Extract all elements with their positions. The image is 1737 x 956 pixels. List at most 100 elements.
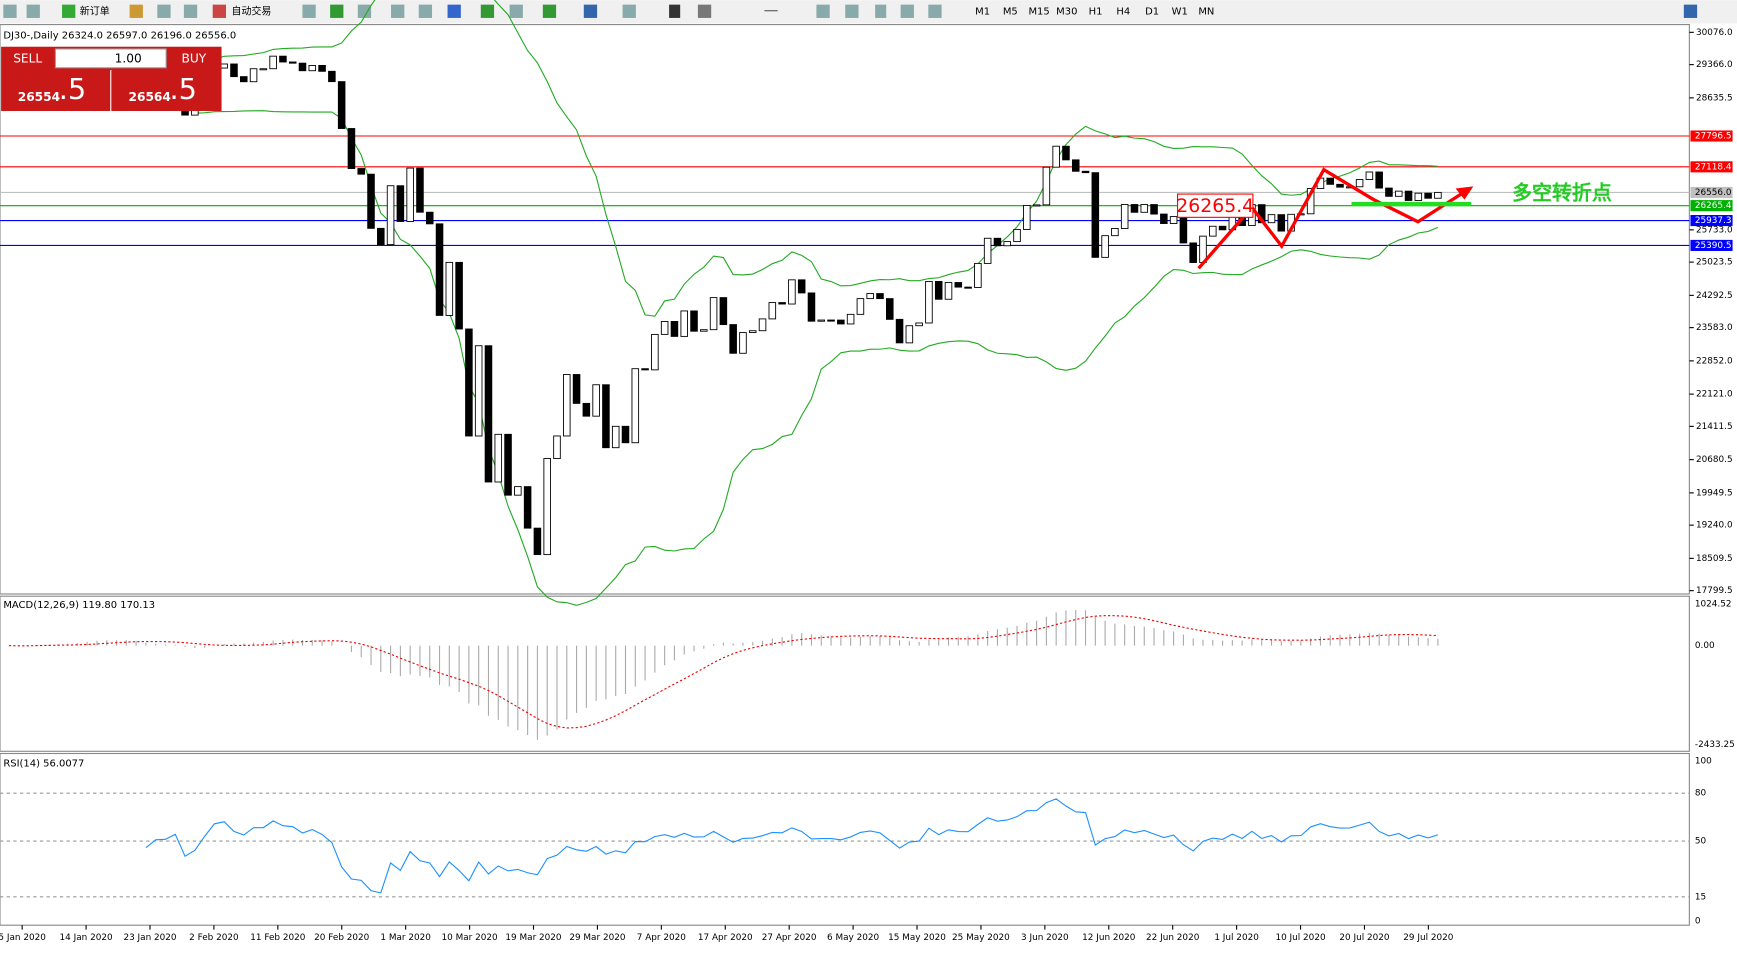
timeframe[interactable]: W1 <box>1172 6 1188 17</box>
candle <box>993 237 1002 247</box>
lot[interactable]: 1.00 <box>115 51 142 65</box>
candle <box>1209 225 1217 237</box>
candle <box>827 319 835 322</box>
candle <box>700 329 708 332</box>
candle <box>1326 177 1334 185</box>
buy-button[interactable]: BUY <box>182 51 207 65</box>
candle <box>563 374 571 437</box>
candle <box>553 435 561 459</box>
rsi-tick-label: 15 <box>1695 892 1706 902</box>
bollinger-band <box>194 0 1438 317</box>
candle <box>1081 170 1090 174</box>
timeframe[interactable]: H1 <box>1089 6 1103 17</box>
candle <box>1277 214 1286 232</box>
candle <box>651 333 659 371</box>
toolbar-button[interactable]: 新订单 <box>80 4 110 17</box>
price-label: 27118.4 <box>1695 162 1732 172</box>
candle <box>1042 166 1051 206</box>
toolbar <box>0 0 1737 24</box>
candle <box>660 320 669 335</box>
toolbar-button[interactable]: 自动交易 <box>232 4 272 17</box>
timeframe[interactable]: M30 <box>1056 6 1077 17</box>
candle <box>778 302 786 305</box>
bollinger-band <box>194 110 1439 606</box>
timeframe[interactable]: H4 <box>1116 6 1130 17</box>
candle <box>817 319 826 322</box>
sell-button[interactable]: SELL <box>13 51 42 65</box>
candle <box>1091 172 1100 258</box>
rsi-tick-label: 80 <box>1695 789 1707 799</box>
candle <box>435 223 444 316</box>
macd-tick-label: 0.00 <box>1695 641 1715 651</box>
x-tick-label: 6 May 2020 <box>827 933 879 943</box>
candle <box>259 68 268 71</box>
candle <box>1336 183 1344 188</box>
x-tick-label: 10 Mar 2020 <box>442 933 499 943</box>
candle <box>876 293 884 300</box>
candle <box>406 167 414 222</box>
x-tick-label: 1 Jul 2020 <box>1214 933 1259 943</box>
bid-pips[interactable]: .5 <box>59 72 86 106</box>
candle <box>739 332 747 354</box>
candle <box>1130 204 1139 213</box>
candle <box>465 328 473 437</box>
candle <box>1404 190 1413 201</box>
timeframe[interactable]: M1 <box>975 6 990 17</box>
bid[interactable]: 26554 <box>18 90 60 104</box>
chart-title: DJ30-,Daily 26324.0 26597.0 26196.0 2655… <box>3 31 236 42</box>
candle <box>905 325 914 344</box>
candle <box>1189 242 1197 263</box>
candle <box>748 330 757 333</box>
candle <box>416 167 424 213</box>
candle <box>690 310 698 332</box>
price-label: 26265.4 <box>1695 201 1732 211</box>
candle <box>709 297 718 331</box>
candle <box>425 211 434 225</box>
y-tick-label: 30076.0 <box>1696 28 1733 38</box>
ohlc: 26324.0 26597.0 26196.0 26556.0 <box>62 31 236 42</box>
candle <box>1111 228 1119 237</box>
y-tick-label: 21411.5 <box>1696 422 1733 432</box>
lot-box[interactable] <box>54 48 167 69</box>
ask-pips[interactable]: .5 <box>169 72 196 106</box>
x-tick-label: 17 Apr 2020 <box>698 933 753 943</box>
x-tick-label: 5 Jan 2020 <box>0 933 46 943</box>
candle <box>1394 190 1403 197</box>
y-tick-label: 20680.5 <box>1696 455 1733 465</box>
note: 多空转折点 <box>1512 181 1612 205</box>
candle <box>788 279 796 305</box>
rsi-title: RSI(14) 56.0077 <box>3 758 84 769</box>
annotation: 26265.4 <box>1176 196 1254 217</box>
candle <box>308 64 317 72</box>
candle <box>347 128 356 169</box>
candle <box>611 425 620 449</box>
candle <box>974 262 982 288</box>
candle <box>1414 192 1423 201</box>
rsi-panel <box>0 752 1690 926</box>
macd-panel <box>0 595 1690 752</box>
rsi-tick-label: 100 <box>1695 757 1712 767</box>
candle <box>1424 192 1432 199</box>
x-tick-label: 12 Jun 2020 <box>1082 933 1136 943</box>
timeframe[interactable]: M15 <box>1028 6 1049 17</box>
timeframe[interactable]: MN <box>1198 6 1214 17</box>
candle <box>602 384 610 449</box>
price-label-bg <box>1690 239 1733 251</box>
candle <box>1355 179 1364 188</box>
candle <box>631 368 640 444</box>
timeframe[interactable]: M5 <box>1003 6 1018 17</box>
rsi-line <box>145 798 1439 894</box>
macd-signal <box>8 615 1438 729</box>
candle <box>1385 187 1393 197</box>
macd-tick-label: 1024.52 <box>1695 599 1732 609</box>
candle <box>1140 204 1149 213</box>
candle <box>768 302 777 320</box>
candle <box>944 282 953 300</box>
timeframe[interactable]: D1 <box>1145 6 1159 17</box>
candle <box>954 282 963 288</box>
ask[interactable]: 26564 <box>129 90 171 104</box>
candle <box>758 318 767 332</box>
y-tick-label: 24292.5 <box>1696 291 1733 301</box>
candle <box>357 168 365 175</box>
candle <box>1160 213 1168 224</box>
